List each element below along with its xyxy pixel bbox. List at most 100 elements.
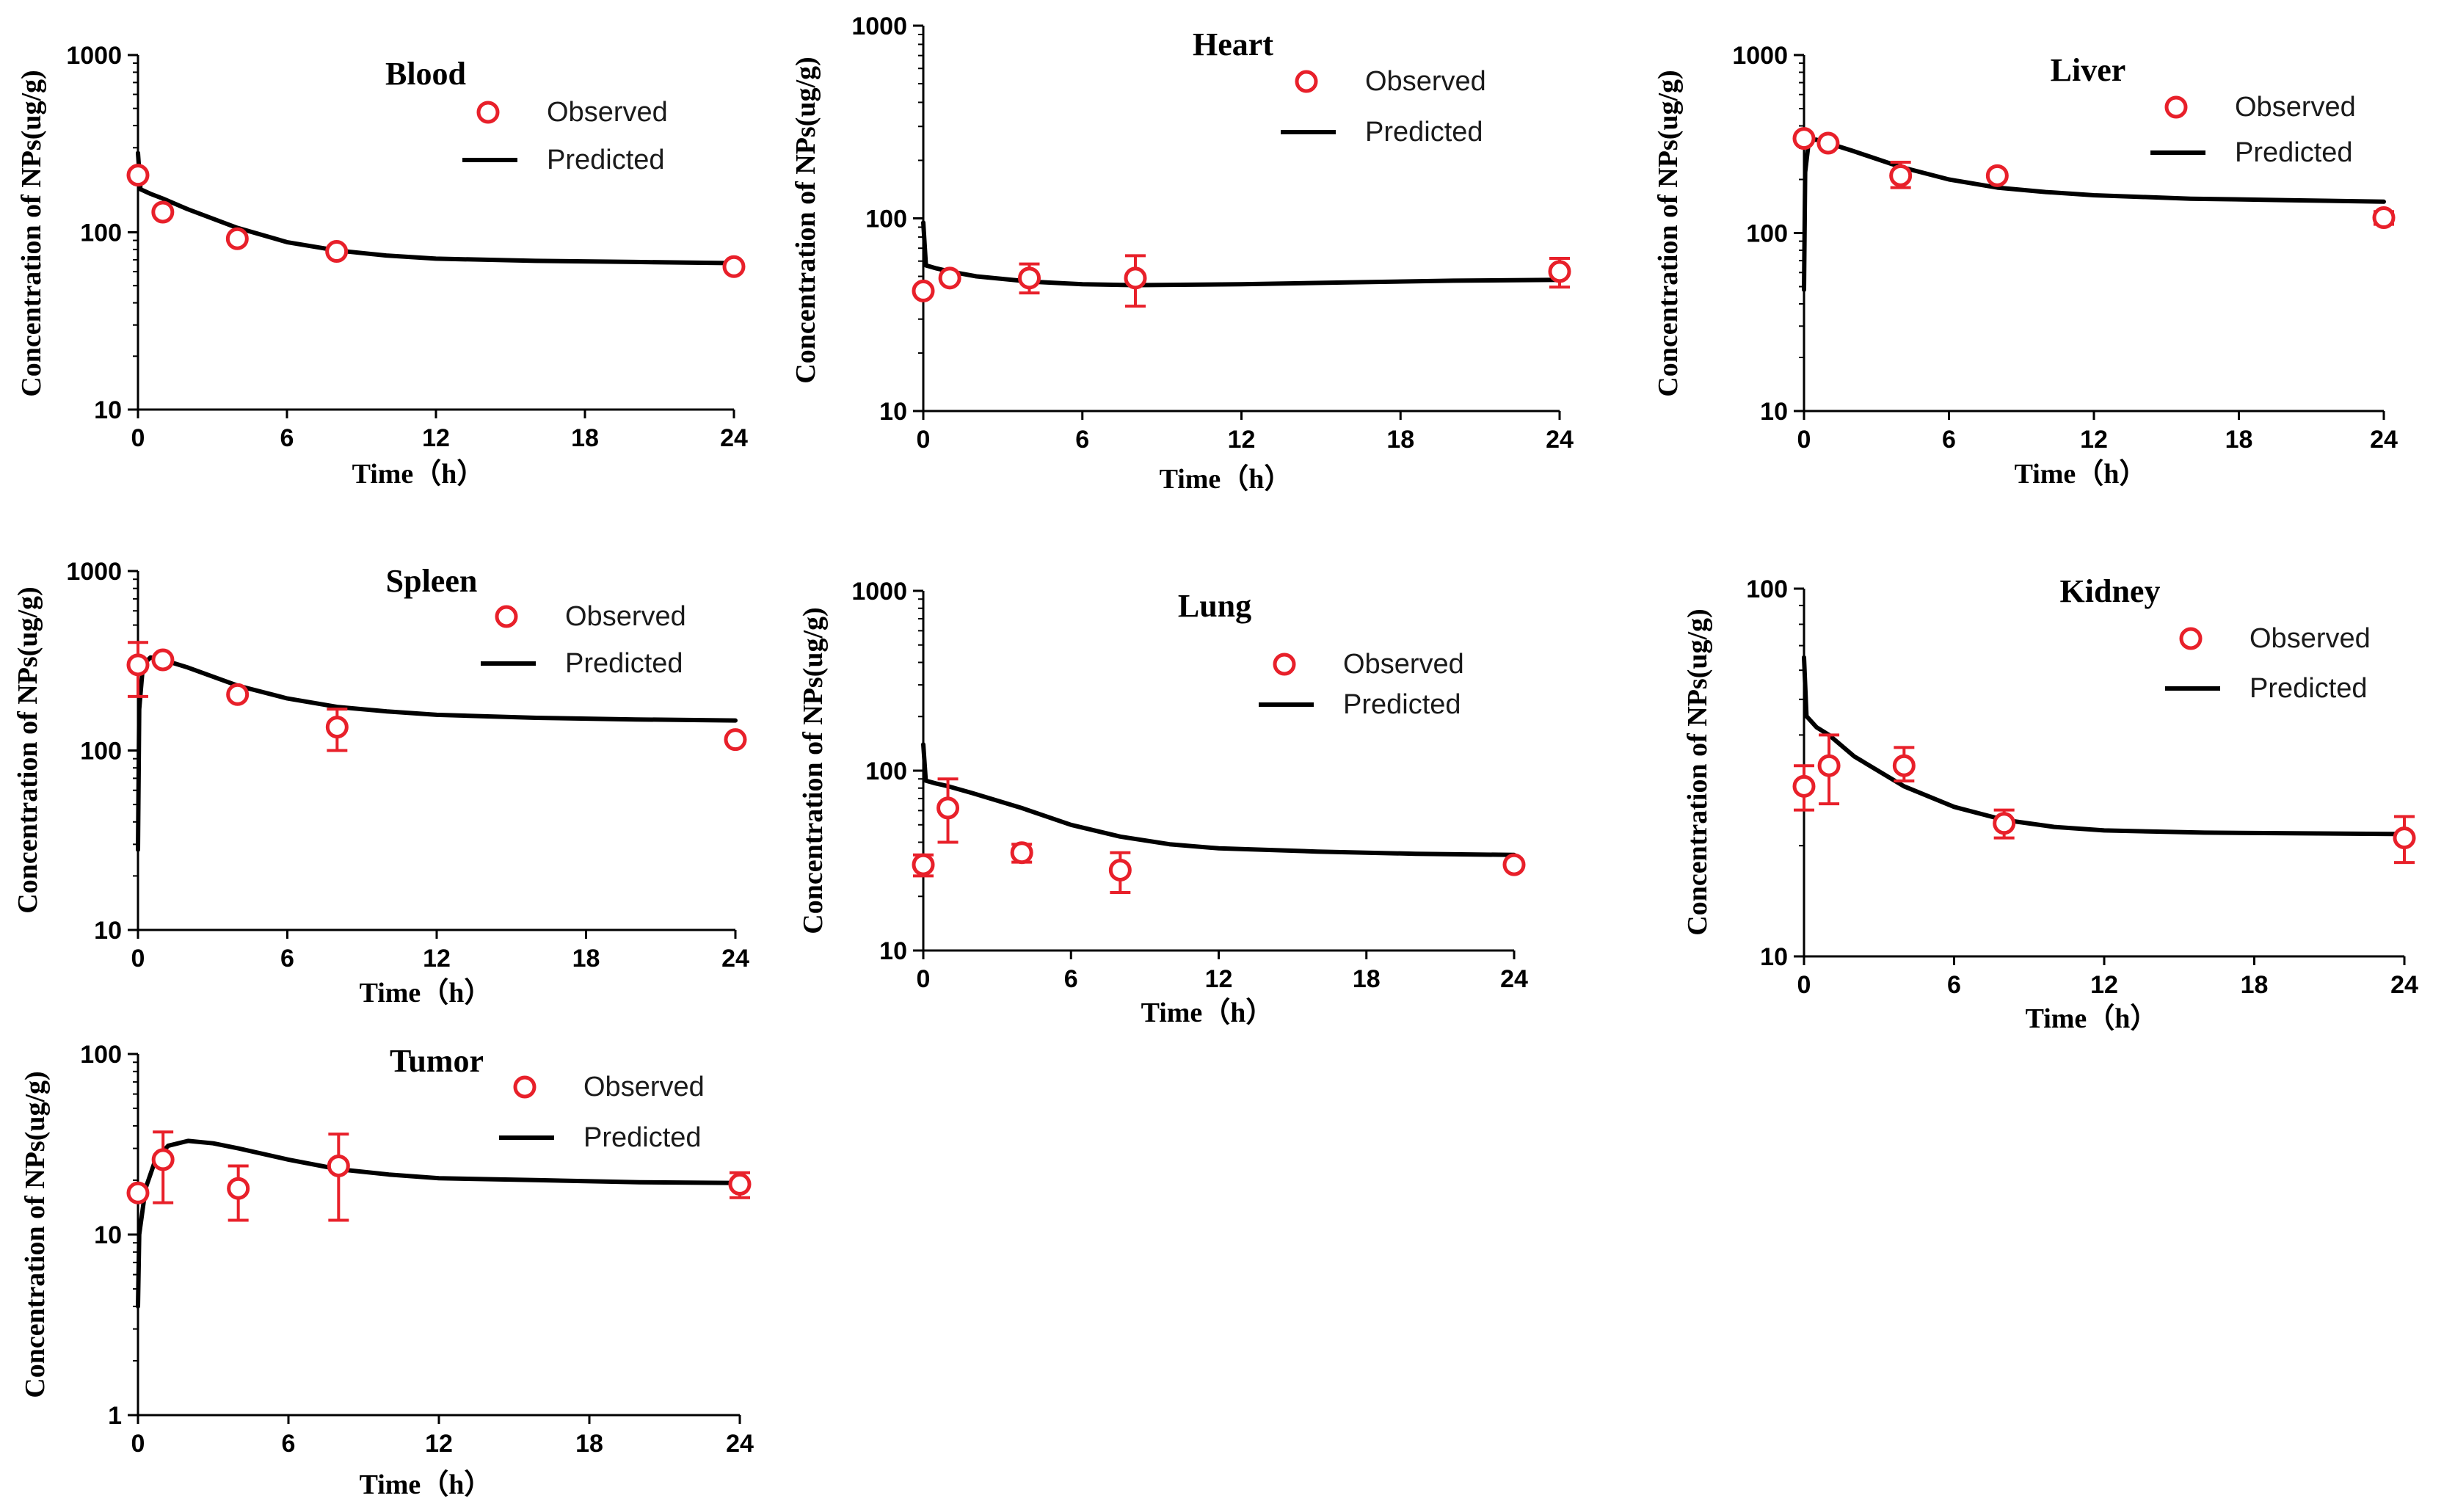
x-tick-label: 12 <box>423 945 451 973</box>
y-tick-label: 10 <box>1760 943 1788 971</box>
y-axis-label: Concentration of NPs(ug/g) <box>12 586 43 913</box>
legend-observed-label: Observed <box>2250 623 2371 654</box>
y-tick-label: 1000 <box>1732 42 1788 70</box>
panel-liver: 0 6 12 18 24 10 100 1000 Liver Time（h） Concentrati… <box>1653 42 2398 490</box>
legend: Observed Predicted <box>481 601 686 679</box>
y-tick-label: 100 <box>80 1041 122 1069</box>
observed-point <box>327 1154 350 1177</box>
observed-point <box>912 853 935 876</box>
panel-title: Heart <box>1193 26 1273 62</box>
legend-observed-label: Observed <box>565 601 686 632</box>
panel-lung: 0 6 12 18 24 10 100 1000 Lung Time（h） Concentratio… <box>798 578 1528 1028</box>
y-tick-label: 100 <box>1746 220 1788 248</box>
legend-predicted-label: Predicted <box>2235 137 2353 168</box>
predicted-line <box>1802 655 2407 837</box>
x-tick-label: 24 <box>720 424 748 452</box>
x-axis-label: Time（h） <box>2026 1003 2158 1034</box>
legend-observed-label: Observed <box>547 97 668 128</box>
legend-predicted-label: Predicted <box>2250 673 2368 704</box>
observed-point <box>325 240 349 263</box>
legend: Observed Predicted <box>2150 92 2356 168</box>
y-axis-label: Concentration of NPs(ug/g) <box>790 57 821 383</box>
observed-point <box>151 1148 175 1171</box>
y-tick-label: 100 <box>80 219 122 247</box>
observed-point <box>1792 127 1816 150</box>
legend-predicted-label: Predicted <box>1343 689 1461 720</box>
observed-point <box>1124 266 1147 290</box>
observed-point <box>1993 812 2016 835</box>
y-tick-label: 10 <box>94 1221 122 1249</box>
predicted-line <box>136 655 738 852</box>
legend-observed-marker <box>1273 653 1296 676</box>
panel-blood: 0 6 12 18 24 10 100 1000 Blood Time（h） Concentrati… <box>16 42 748 490</box>
y-tick-label: 1 <box>108 1402 122 1430</box>
y-tick-label: 1000 <box>66 42 122 70</box>
predicted-line <box>921 742 1516 857</box>
observed-point <box>1010 841 1033 865</box>
legend-observed-marker <box>495 605 518 628</box>
x-tick-label: 12 <box>1228 426 1256 454</box>
x-tick-label: 0 <box>131 424 145 452</box>
observed-point <box>722 255 746 278</box>
observed-point <box>1502 853 1526 876</box>
observed-point <box>1889 164 1913 187</box>
x-tick-label: 18 <box>2241 971 2269 999</box>
x-tick-label: 24 <box>726 1430 754 1458</box>
panel-title: Spleen <box>386 563 478 599</box>
y-axis-label: Concentration of NPs(ug/g) <box>798 607 829 934</box>
legend-predicted-label: Predicted <box>547 145 665 175</box>
observed-point <box>912 279 935 302</box>
observed-point <box>724 728 747 752</box>
y-axis-label: Concentration of NPs(ug/g) <box>20 1071 51 1397</box>
y-tick-label: 100 <box>80 738 122 766</box>
panel-heart: 0 6 12 18 24 10 100 1000 Heart Time（h） Concentrati… <box>790 12 1574 495</box>
x-tick-label: 18 <box>571 424 599 452</box>
observed-point <box>1548 260 1571 283</box>
x-axis-label: Time（h） <box>352 459 485 490</box>
observed-point <box>227 1177 250 1200</box>
legend-observed-label: Observed <box>1365 66 1486 97</box>
legend-observed-marker <box>476 101 500 124</box>
y-tick-label: 10 <box>879 937 907 965</box>
x-tick-label: 0 <box>131 945 145 973</box>
panel-title: Kidney <box>2060 573 2161 609</box>
observed-point <box>1018 266 1041 290</box>
observed-point <box>938 266 961 290</box>
y-tick-label: 10 <box>1760 398 1788 426</box>
y-tick-label: 1000 <box>66 558 122 586</box>
legend: Observed Predicted <box>499 1072 705 1153</box>
observed-point <box>1892 754 1916 777</box>
x-tick-label: 0 <box>131 1430 145 1458</box>
y-tick-label: 100 <box>1746 575 1788 603</box>
panel-spleen: 0 6 12 18 24 10 100 1000 Spleen Time（h） Concentrat… <box>12 558 749 1008</box>
x-tick-label: 24 <box>721 945 749 973</box>
x-tick-label: 24 <box>1500 965 1528 993</box>
x-axis-label: Time（h） <box>360 978 492 1008</box>
legend-predicted-label: Predicted <box>565 648 683 679</box>
predicted-line <box>136 1138 742 1309</box>
y-tick-label: 10 <box>879 398 907 426</box>
legend: Observed Predicted <box>1281 66 1486 148</box>
x-tick-label: 12 <box>1205 965 1233 993</box>
x-tick-label: 6 <box>280 424 294 452</box>
observed-point <box>2393 826 2416 850</box>
x-tick-label: 6 <box>282 1430 296 1458</box>
observed-point <box>126 1181 150 1204</box>
observed-point <box>126 653 150 677</box>
observed-point <box>728 1172 752 1196</box>
y-axis-label: Concentration of NPs(ug/g) <box>1653 70 1684 396</box>
legend-observed-label: Observed <box>583 1072 705 1102</box>
x-tick-label: 24 <box>2390 971 2418 999</box>
x-tick-label: 12 <box>422 424 450 452</box>
observed-point <box>325 716 349 739</box>
x-tick-label: 0 <box>1797 971 1811 999</box>
predicted-line <box>921 220 1562 288</box>
x-tick-label: 18 <box>575 1430 603 1458</box>
legend: Observed Predicted <box>462 97 668 175</box>
x-tick-label: 6 <box>1064 965 1078 993</box>
x-tick-label: 18 <box>1386 426 1414 454</box>
x-tick-label: 18 <box>2225 426 2253 454</box>
x-tick-label: 0 <box>1797 426 1811 454</box>
observed-point <box>126 164 150 187</box>
